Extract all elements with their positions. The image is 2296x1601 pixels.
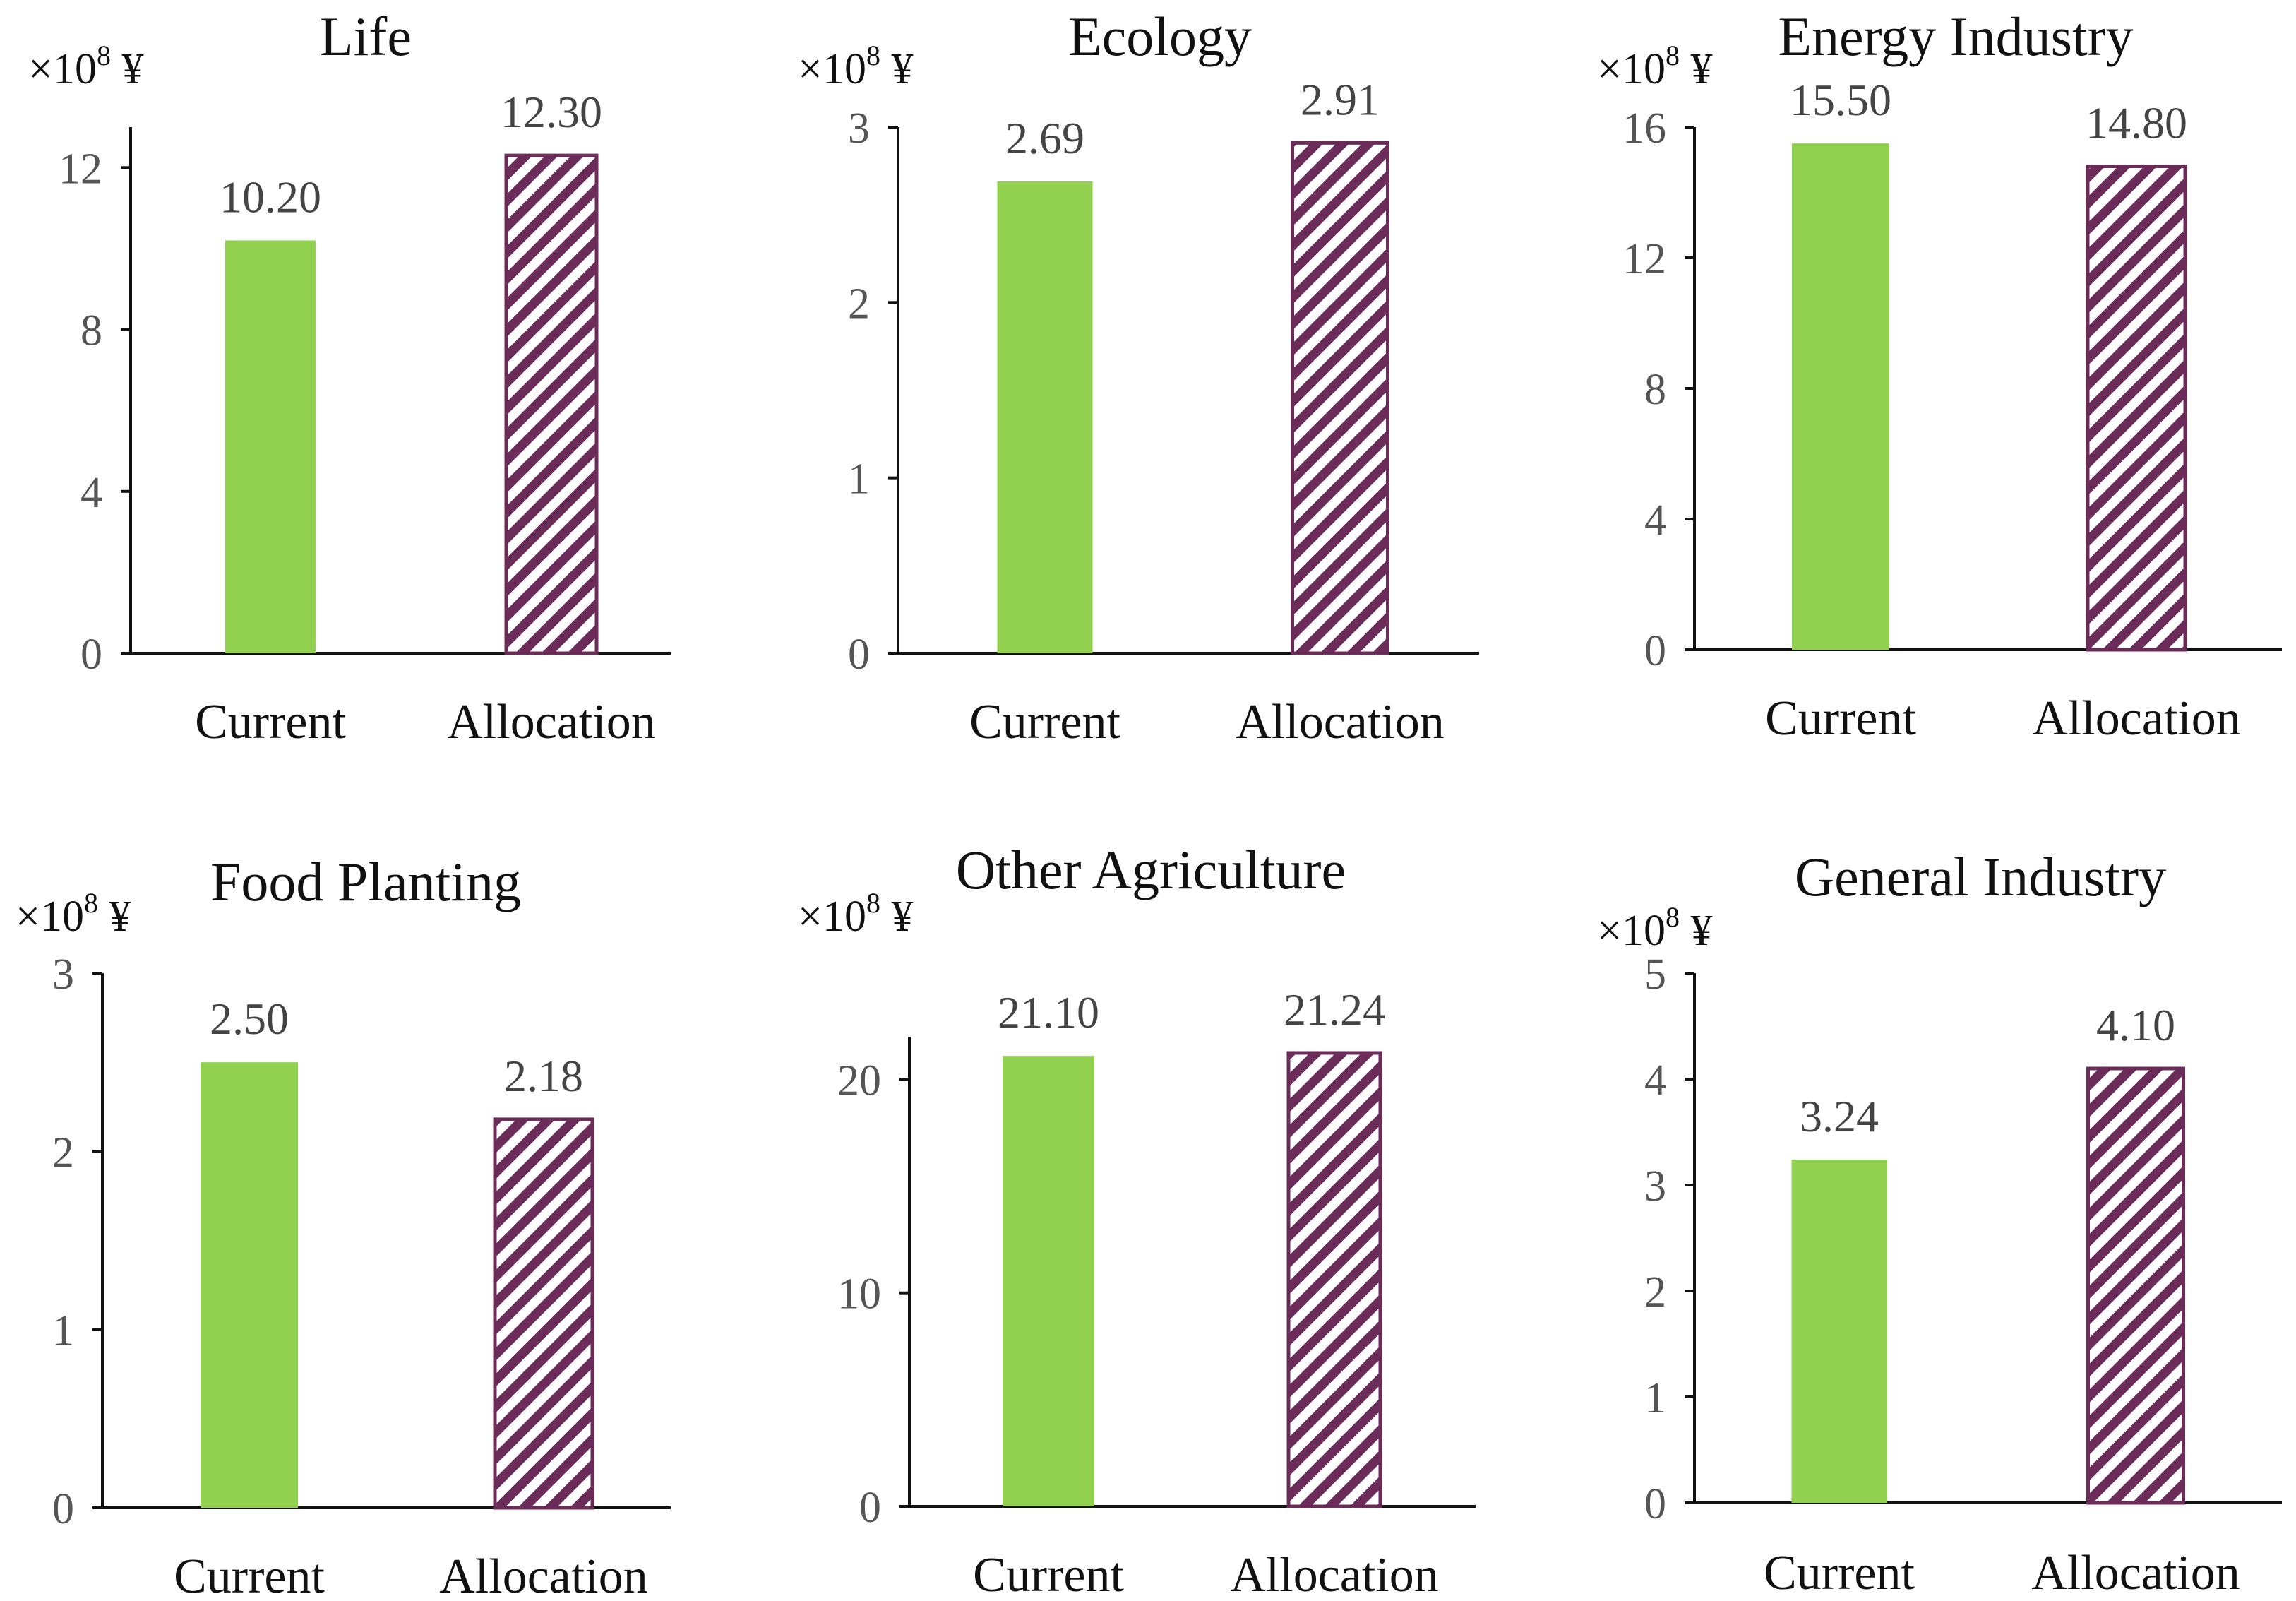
y-tick-label: 0	[1644, 627, 1666, 675]
y-tick-label: 3	[848, 105, 870, 153]
category-label: Allocation	[2031, 1546, 2240, 1600]
y-tick-label: 2	[1644, 1268, 1666, 1316]
data-label: 10.20	[220, 172, 321, 222]
bar-current	[1792, 143, 1889, 650]
y-tick-label: 8	[1644, 366, 1666, 414]
unit-label: ×108 ¥	[1597, 901, 1712, 955]
category-label: Current	[195, 695, 346, 749]
y-tick-label: 1	[848, 456, 870, 504]
unit-label: ×108 ¥	[16, 887, 131, 941]
bar-allocation	[1291, 141, 1389, 655]
unit-label: ×108 ¥	[28, 40, 143, 93]
data-label: 21.24	[1284, 984, 1385, 1035]
y-tick-label: 4	[1644, 1057, 1666, 1105]
y-tick-label: 4	[1644, 496, 1666, 544]
bar-allocation	[1286, 1051, 1382, 1508]
chart-title: Ecology	[1068, 6, 1252, 67]
category-label: Allocation	[439, 1549, 647, 1601]
y-tick-label: 3	[1644, 1162, 1666, 1210]
bar-current	[1003, 1056, 1094, 1506]
y-tick-label: 5	[1644, 951, 1666, 999]
y-tick-label: 2	[52, 1129, 74, 1177]
y-tick-label: 12	[59, 145, 102, 193]
data-label: 14.80	[2086, 98, 2187, 148]
data-label: 4.10	[2096, 1000, 2175, 1050]
y-tick-label: 0	[80, 631, 102, 679]
y-tick-label: 16	[1622, 105, 1666, 153]
unit-label: ×108 ¥	[798, 40, 913, 93]
y-tick-label: 20	[837, 1057, 881, 1105]
y-tick-label: 3	[52, 951, 74, 999]
data-label: 2.18	[504, 1051, 583, 1101]
chart-title: Energy Industry	[1778, 6, 2133, 67]
y-tick-label: 0	[859, 1484, 881, 1532]
y-tick-label: 12	[1622, 235, 1666, 283]
y-tick-label: 10	[837, 1270, 881, 1319]
bar-current	[997, 181, 1093, 653]
category-label: Allocation	[1236, 695, 1444, 749]
y-tick-label: 4	[80, 469, 102, 517]
unit-label: ×108 ¥	[1597, 40, 1712, 93]
chart-panel: Life ×108 ¥ 0 4 8 12 10.20 Current 12.30 Allocati…	[28, 6, 671, 749]
data-label: 12.30	[501, 87, 602, 137]
y-tick-label: 1	[52, 1307, 74, 1355]
bar-allocation	[504, 153, 599, 655]
unit-label: ×108 ¥	[798, 887, 913, 941]
category-label: Current	[973, 1548, 1124, 1601]
category-label: Current	[969, 695, 1120, 749]
data-label: 2.69	[1005, 113, 1084, 163]
chart-panel: General Industry ×108 ¥ 0 1 2 3 4 5 3.24 Current 4…	[1597, 846, 2282, 1600]
y-tick-label: 0	[848, 631, 870, 679]
y-tick-label: 0	[1644, 1480, 1666, 1528]
chart-panel: Food Planting ×108 ¥ 0 1 2 3 2.50 Current 2.18 Al…	[16, 851, 671, 1601]
category-label: Current	[1765, 691, 1916, 746]
chart-panel: Other Agriculture ×108 ¥ 0 10 20 21.10 Current…	[798, 839, 1476, 1601]
data-label: 3.24	[1800, 1091, 1879, 1141]
chart-title: Life	[320, 6, 412, 67]
y-tick-label: 2	[848, 280, 870, 328]
data-label: 21.10	[998, 987, 1099, 1037]
bar-allocation	[2086, 165, 2187, 652]
bar-allocation	[493, 1117, 594, 1510]
data-label: 2.50	[210, 994, 289, 1044]
category-label: Allocation	[2032, 691, 2240, 746]
bar-allocation	[2086, 1066, 2185, 1505]
category-label: Current	[174, 1549, 325, 1601]
chart-title: General Industry	[1795, 846, 2166, 907]
chart-panel: Energy Industry ×108 ¥ 0 4 8 12 16 15.50 Current…	[1597, 6, 2282, 746]
category-label: Current	[1764, 1546, 1915, 1600]
data-label: 2.91	[1301, 74, 1380, 124]
y-tick-label: 1	[1644, 1374, 1666, 1422]
bar-current	[201, 1062, 298, 1508]
y-tick-label: 8	[80, 307, 102, 355]
y-tick-label: 0	[52, 1485, 74, 1533]
chart-panel: Ecology ×108 ¥ 0 1 2 3 2.69 Current 2.91 Allocati…	[798, 6, 1479, 749]
bar-current	[225, 240, 316, 653]
category-label: Allocation	[447, 695, 655, 749]
category-label: Allocation	[1230, 1548, 1438, 1601]
bar-current	[1791, 1160, 1887, 1503]
data-label: 15.50	[1790, 75, 1891, 125]
chart-title: Other Agriculture	[956, 839, 1346, 900]
chart-title: Food Planting	[210, 851, 521, 912]
